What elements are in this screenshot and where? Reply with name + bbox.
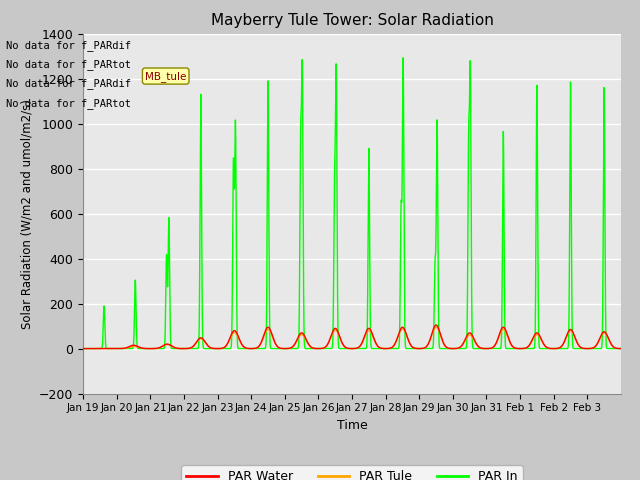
PAR Tule — [401, 328, 408, 334]
Text: MB_tule: MB_tule — [145, 71, 186, 82]
PAR In — [526, 346, 534, 351]
X-axis label: Time: Time — [337, 419, 367, 432]
Y-axis label: Solar Radiation (W/m2 and umol/m2/s): Solar Radiation (W/m2 and umol/m2/s) — [20, 99, 33, 328]
PAR In — [500, 132, 508, 137]
PAR In — [399, 55, 407, 60]
PAR In — [617, 346, 625, 351]
PAR Water — [79, 346, 87, 351]
PAR Water — [401, 327, 408, 333]
PAR Water — [526, 342, 534, 348]
Legend: PAR Water, PAR Tule, PAR In: PAR Water, PAR Tule, PAR In — [181, 465, 523, 480]
Title: Mayberry Tule Tower: Solar Radiation: Mayberry Tule Tower: Solar Radiation — [211, 13, 493, 28]
PAR In — [191, 346, 198, 351]
Text: No data for f_PARdif: No data for f_PARdif — [6, 40, 131, 51]
Line: PAR In: PAR In — [83, 58, 621, 348]
PAR Tule — [79, 346, 87, 351]
PAR Tule — [500, 326, 508, 332]
Line: PAR Tule: PAR Tule — [83, 327, 621, 348]
PAR Tule — [617, 346, 625, 351]
PAR In — [401, 313, 408, 319]
PAR Water — [191, 342, 198, 348]
Line: PAR Water: PAR Water — [83, 325, 621, 348]
PAR Water — [432, 322, 440, 328]
PAR Water — [372, 340, 380, 346]
PAR Water — [617, 346, 625, 351]
Text: No data for f_PARdif: No data for f_PARdif — [6, 78, 131, 89]
PAR Water — [540, 341, 547, 347]
PAR Tule — [526, 342, 534, 348]
PAR Tule — [432, 324, 440, 330]
PAR In — [540, 346, 547, 351]
PAR In — [79, 346, 87, 351]
Text: No data for f_PARtot: No data for f_PARtot — [6, 59, 131, 70]
PAR Water — [500, 324, 508, 330]
Text: No data for f_PARtot: No data for f_PARtot — [6, 97, 131, 108]
PAR Tule — [540, 341, 547, 347]
PAR In — [372, 346, 380, 351]
PAR Tule — [191, 342, 198, 348]
PAR Tule — [372, 340, 380, 346]
